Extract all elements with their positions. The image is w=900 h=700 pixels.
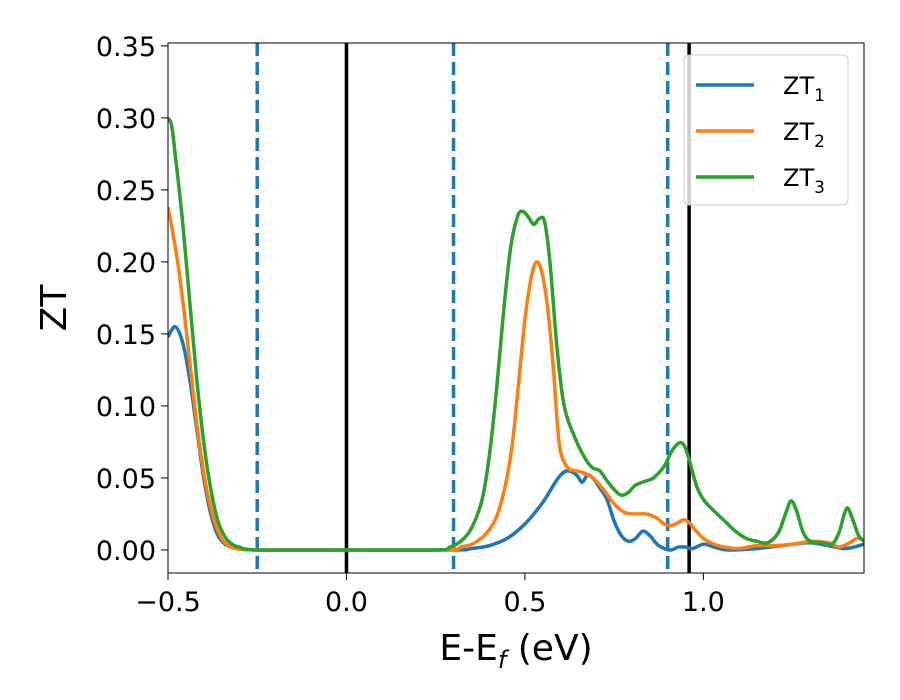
x-axis-ticks: −0.5 0.0 0.5 1.0 — [135, 573, 725, 618]
series-line-zt1 — [168, 324, 864, 552]
x-tick-label: −0.5 — [135, 587, 201, 618]
legend-box — [683, 54, 849, 206]
series-line-zt2 — [168, 206, 864, 552]
x-axis-title-unit: (eV) — [506, 628, 592, 669]
y-tick-label: 0.05 — [96, 464, 156, 495]
y-tick-label: 0.00 — [96, 536, 156, 567]
x-tick-label: 1.0 — [682, 587, 725, 618]
x-tick-label: 0.0 — [325, 587, 368, 618]
y-tick-label: 0.35 — [96, 32, 156, 63]
y-tick-label: 0.25 — [96, 176, 156, 207]
y-axis-title: ZT — [34, 284, 75, 332]
legend-label-zt2: ZT2 — [783, 118, 825, 152]
plot-frame — [167, 42, 865, 574]
y-axis-ticks: 0.00 0.05 0.10 0.15 0.20 0.25 0.30 0.35 — [96, 32, 168, 567]
x-axis-title-main: E-E — [439, 628, 497, 669]
y-tick-label: 0.15 — [96, 320, 156, 351]
legend-label-zt3: ZT3 — [783, 164, 825, 198]
legend: ZT1 ZT2 ZT3 — [683, 54, 849, 206]
y-tick-label: 0.30 — [96, 104, 156, 135]
series-line-zt3 — [168, 116, 864, 552]
y-tick-label: 0.20 — [96, 248, 156, 279]
y-tick-label: 0.10 — [96, 392, 156, 423]
series-lines — [168, 116, 864, 552]
legend-label-zt1: ZT1 — [783, 72, 825, 106]
x-axis-title: E-Ef (eV) — [439, 628, 592, 674]
x-tick-label: 0.5 — [503, 587, 546, 618]
